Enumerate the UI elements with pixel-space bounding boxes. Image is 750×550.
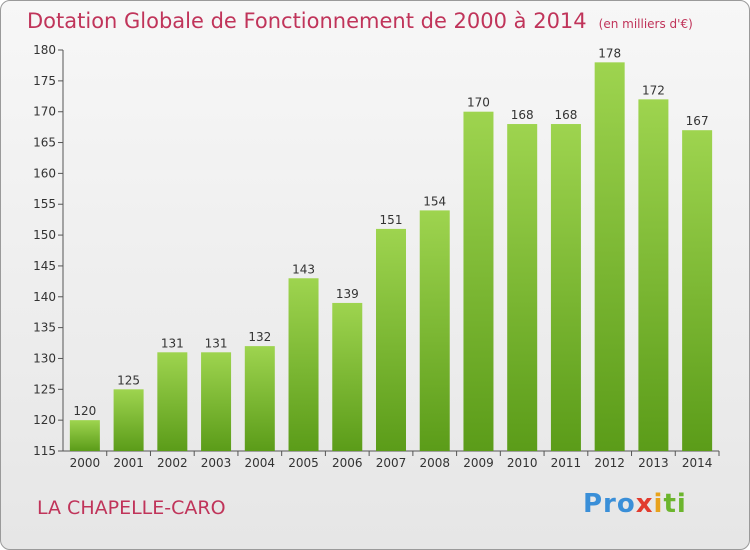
x-tick-label: 2004 [245, 456, 276, 470]
bar-2003 [201, 352, 232, 451]
x-tick-label: 2005 [288, 456, 319, 470]
logo-part-2: x [635, 489, 654, 519]
chart-title: Dotation Globale de Fonctionnement de 20… [27, 9, 693, 33]
data-label-2006: 139 [336, 287, 359, 301]
proxiti-logo: Proxiti [583, 489, 687, 519]
y-tick-label: 170 [33, 105, 56, 119]
bar-2013 [638, 99, 669, 451]
data-label-2014: 167 [686, 114, 709, 128]
bar-2006 [332, 302, 363, 451]
data-label-2010: 168 [511, 108, 534, 122]
x-tick-label: 2001 [113, 456, 144, 470]
data-label-2000: 120 [73, 404, 96, 418]
x-tick-label: 2006 [332, 456, 363, 470]
x-tick-label: 2002 [157, 456, 188, 470]
data-label-2012: 178 [598, 46, 621, 60]
bar-2014 [682, 130, 713, 451]
logo-part-4: ti [663, 489, 687, 519]
bar-2010 [507, 124, 538, 452]
data-label-2007: 151 [380, 213, 403, 227]
y-tick-label: 130 [33, 351, 56, 365]
y-tick-label: 120 [33, 413, 56, 427]
y-tick-label: 180 [33, 43, 56, 57]
logo-part-1: Pro [583, 489, 636, 519]
x-tick-label: 2003 [201, 456, 232, 470]
data-label-2009: 170 [467, 96, 490, 110]
data-label-2013: 172 [642, 83, 665, 97]
y-tick-label: 165 [33, 136, 56, 150]
bar-2008 [419, 210, 450, 451]
x-tick-label: 2008 [419, 456, 450, 470]
x-tick-label: 2007 [376, 456, 407, 470]
y-tick-label: 175 [33, 74, 56, 88]
x-tick-label: 2010 [507, 456, 538, 470]
bar-2012 [594, 62, 625, 451]
x-tick-label: 2013 [638, 456, 669, 470]
bar-2005 [288, 278, 319, 451]
logo-part-3: i [653, 489, 664, 519]
commune-name: LA CHAPELLE-CARO [37, 497, 226, 519]
x-tick-label: 2012 [594, 456, 625, 470]
x-tick-label: 2009 [463, 456, 494, 470]
x-tick-label: 2011 [551, 456, 582, 470]
bar-2002 [157, 352, 188, 451]
chart-title-text: Dotation Globale de Fonctionnement de 20… [27, 9, 587, 33]
data-label-2011: 168 [554, 108, 577, 122]
y-tick-label: 145 [33, 259, 56, 273]
y-tick-label: 155 [33, 197, 56, 211]
data-label-2002: 131 [161, 336, 184, 350]
y-tick-label: 150 [33, 228, 56, 242]
bar-2007 [376, 228, 406, 451]
bar-2000 [69, 420, 100, 451]
y-tick-label: 140 [33, 290, 56, 304]
bar-2004 [244, 346, 275, 451]
data-label-2003: 131 [205, 336, 228, 350]
y-tick-label: 135 [33, 321, 56, 335]
x-tick-label: 2000 [70, 456, 101, 470]
x-tick-label: 2014 [682, 456, 713, 470]
y-tick-label: 115 [33, 444, 56, 458]
bar-2001 [113, 389, 144, 451]
bar-2009 [463, 111, 494, 451]
y-tick-label: 125 [33, 382, 56, 396]
y-tick-label: 160 [33, 166, 56, 180]
bar-2011 [550, 124, 581, 452]
data-label-2008: 154 [423, 194, 446, 208]
data-label-2001: 125 [117, 373, 140, 387]
chart-subtitle: (en milliers d'€) [598, 17, 693, 31]
data-label-2005: 143 [292, 262, 315, 276]
data-label-2004: 132 [248, 330, 271, 344]
